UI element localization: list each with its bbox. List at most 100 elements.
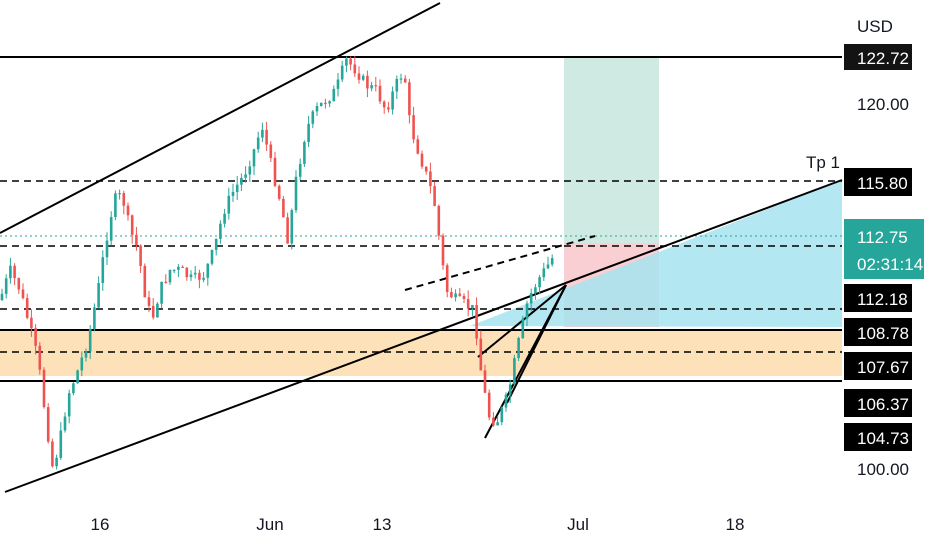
candle <box>67 393 71 417</box>
candle <box>538 277 541 288</box>
candle <box>240 177 243 185</box>
trend-lines <box>0 2 843 493</box>
candle <box>4 278 8 294</box>
candle <box>471 305 474 309</box>
candle <box>378 85 382 102</box>
currency-label: USD <box>857 17 893 36</box>
candle <box>181 266 184 268</box>
price-label-text: 115.80 <box>857 174 908 193</box>
candle <box>139 245 142 266</box>
candle <box>319 102 323 106</box>
candle <box>97 283 100 308</box>
candle <box>13 265 16 279</box>
candle <box>483 370 487 393</box>
candle <box>424 166 428 172</box>
x-tick-label: Jul <box>567 515 589 534</box>
candle <box>441 235 445 266</box>
candle <box>168 269 172 283</box>
candle <box>277 185 281 199</box>
candle <box>189 274 193 278</box>
candle <box>105 240 109 258</box>
x-tick-label: Jun <box>256 515 283 534</box>
candle <box>109 217 113 241</box>
candle <box>366 75 369 89</box>
candle <box>487 392 491 418</box>
candle <box>38 345 42 370</box>
candle <box>357 73 361 80</box>
candle <box>429 171 432 187</box>
x-tick-label: 13 <box>373 515 392 534</box>
candle <box>315 106 319 112</box>
candle <box>395 79 399 92</box>
candle <box>521 318 525 339</box>
candle <box>59 430 63 458</box>
candle <box>286 217 289 244</box>
candle <box>84 351 88 358</box>
position-target-area <box>564 57 659 243</box>
candle <box>282 198 285 218</box>
candle <box>160 281 163 304</box>
candle <box>214 238 218 250</box>
candle <box>408 82 411 116</box>
candle <box>466 299 470 309</box>
candle <box>391 91 394 110</box>
candle <box>504 394 508 408</box>
candle <box>290 210 294 244</box>
price-label-text: 107.67 <box>857 358 909 377</box>
candle <box>147 297 151 306</box>
candle <box>303 142 306 164</box>
candle <box>252 149 256 167</box>
candle <box>403 78 407 83</box>
candle <box>265 129 268 145</box>
candle <box>76 370 79 384</box>
price-label-122: 122.72 <box>844 44 912 70</box>
candle <box>345 58 348 66</box>
price-label-106: 106.37 <box>844 389 912 417</box>
candle <box>46 407 50 442</box>
candle <box>387 107 390 110</box>
candle <box>151 305 155 318</box>
candle <box>101 257 105 283</box>
candle <box>349 58 352 65</box>
candle <box>273 157 277 186</box>
price-label-104: 104.73 <box>844 423 912 451</box>
last-price-badge: 112.75 02:31:14 <box>844 219 924 279</box>
price-label-107: 107.67 <box>844 352 912 380</box>
price-label-115: 115.80 <box>844 168 912 196</box>
candle <box>479 338 483 371</box>
candle <box>42 369 46 408</box>
candle <box>332 88 336 102</box>
candle <box>223 213 226 224</box>
candle <box>21 289 25 299</box>
candle <box>235 184 239 192</box>
candle <box>34 328 37 346</box>
candle <box>198 272 201 280</box>
candle <box>126 205 130 216</box>
candle <box>445 265 449 292</box>
candle <box>135 234 138 246</box>
candle <box>210 250 214 264</box>
candles-group <box>0 56 554 470</box>
candle <box>462 295 466 299</box>
candle <box>172 269 176 272</box>
countdown-text: 02:31:14 <box>857 255 923 274</box>
candle <box>30 317 33 329</box>
level-lines <box>0 56 842 382</box>
candle <box>51 441 54 467</box>
candle <box>340 65 344 80</box>
candle <box>374 85 378 87</box>
candle <box>542 268 546 278</box>
price-label-text: 108.78 <box>857 324 909 343</box>
candle <box>294 176 298 211</box>
candle <box>311 111 315 124</box>
candle <box>529 293 533 304</box>
candle <box>433 186 436 206</box>
candle <box>219 223 222 239</box>
candle <box>55 457 58 467</box>
candle <box>17 278 21 290</box>
candle <box>185 267 189 278</box>
candle <box>492 417 495 426</box>
candle <box>164 281 168 283</box>
candle <box>517 338 520 358</box>
